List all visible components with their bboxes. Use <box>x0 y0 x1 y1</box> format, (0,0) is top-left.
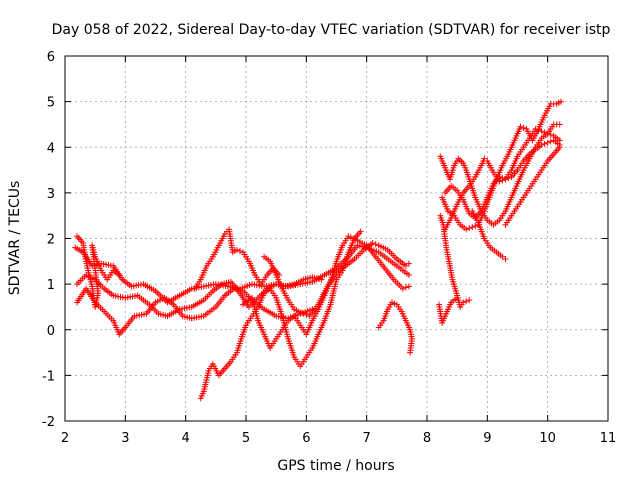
data-point <box>454 294 461 301</box>
data-point <box>499 177 506 184</box>
series-track-j <box>437 212 473 310</box>
data-point <box>233 246 240 253</box>
series-track-d <box>74 233 123 310</box>
data-point <box>402 262 409 269</box>
data-point <box>557 98 564 105</box>
x-tick-label: 11 <box>600 431 617 446</box>
data-point <box>469 224 476 231</box>
data-point <box>472 222 479 229</box>
x-tick-label: 7 <box>363 431 371 446</box>
x-tick-label: 4 <box>182 431 190 446</box>
data-point <box>116 272 123 278</box>
data-point <box>541 140 548 147</box>
data-point <box>544 139 551 146</box>
x-axis-label: GPS time / hours <box>277 458 394 474</box>
data-point <box>538 141 545 148</box>
y-tick-label: 4 <box>47 141 55 156</box>
data-point <box>532 126 539 132</box>
data-point <box>481 155 488 162</box>
series-track-p <box>469 208 509 263</box>
grid <box>65 56 608 421</box>
x-tick-label: 6 <box>302 431 310 446</box>
series-track-k <box>436 294 461 326</box>
data-point <box>303 311 310 318</box>
data-point <box>556 121 563 128</box>
data-marks <box>72 98 564 402</box>
data-point <box>541 129 548 136</box>
y-tick-label: 1 <box>47 278 55 293</box>
data-point <box>405 260 412 267</box>
data-point <box>496 178 503 185</box>
x-tick-label: 9 <box>483 431 491 446</box>
x-tick-label: 3 <box>121 431 129 446</box>
series-track-f <box>197 228 364 402</box>
data-point <box>466 297 473 304</box>
data-point <box>535 127 542 134</box>
data-point <box>357 228 364 235</box>
data-point <box>499 253 506 260</box>
data-point <box>556 144 563 151</box>
axis-ticks: 2 3 4 5 6 7 8 9 10 11 -2 -1 0 1 2 3 4 5 6 <box>42 50 616 446</box>
data-point <box>547 131 554 138</box>
data-point <box>463 298 470 305</box>
series-track-i <box>375 299 415 356</box>
y-tick-label: -1 <box>42 369 55 384</box>
data-point <box>399 285 406 292</box>
series-track-e <box>191 226 283 292</box>
y-tick-label: 3 <box>47 187 55 202</box>
data-point <box>405 272 412 278</box>
data-point <box>236 248 243 255</box>
data-point <box>466 225 473 232</box>
y-tick-label: 5 <box>47 96 55 111</box>
data-point <box>405 283 412 290</box>
data-point <box>300 310 307 317</box>
data-point <box>463 226 470 233</box>
y-tick-label: 2 <box>47 233 55 248</box>
data-point <box>520 124 527 131</box>
x-tick-label: 5 <box>242 431 250 446</box>
data-point <box>538 128 545 135</box>
x-tick-label: 2 <box>61 431 69 446</box>
x-tick-label: 8 <box>423 431 431 446</box>
y-tick-label: -2 <box>42 415 55 430</box>
data-point <box>372 241 379 248</box>
series-track-q <box>502 144 563 228</box>
data-point <box>502 256 509 263</box>
y-tick-label: 6 <box>47 50 55 65</box>
chart-title: Day 058 of 2022, Sidereal Day-to-day VTE… <box>52 22 611 38</box>
data-point <box>517 123 524 130</box>
data-point <box>547 138 554 145</box>
data-point <box>369 240 376 247</box>
data-point <box>402 284 409 291</box>
series-track-h <box>261 240 412 320</box>
x-tick-label: 10 <box>539 431 556 446</box>
series-track-c <box>74 285 316 338</box>
data-point <box>460 299 467 306</box>
data-point <box>407 349 414 356</box>
series-track-g <box>239 233 412 351</box>
y-axis-label: SDTVAR / TECUs <box>7 181 23 296</box>
series-track-o <box>442 121 563 233</box>
y-tick-label: 0 <box>47 324 55 339</box>
data-point <box>318 276 325 283</box>
